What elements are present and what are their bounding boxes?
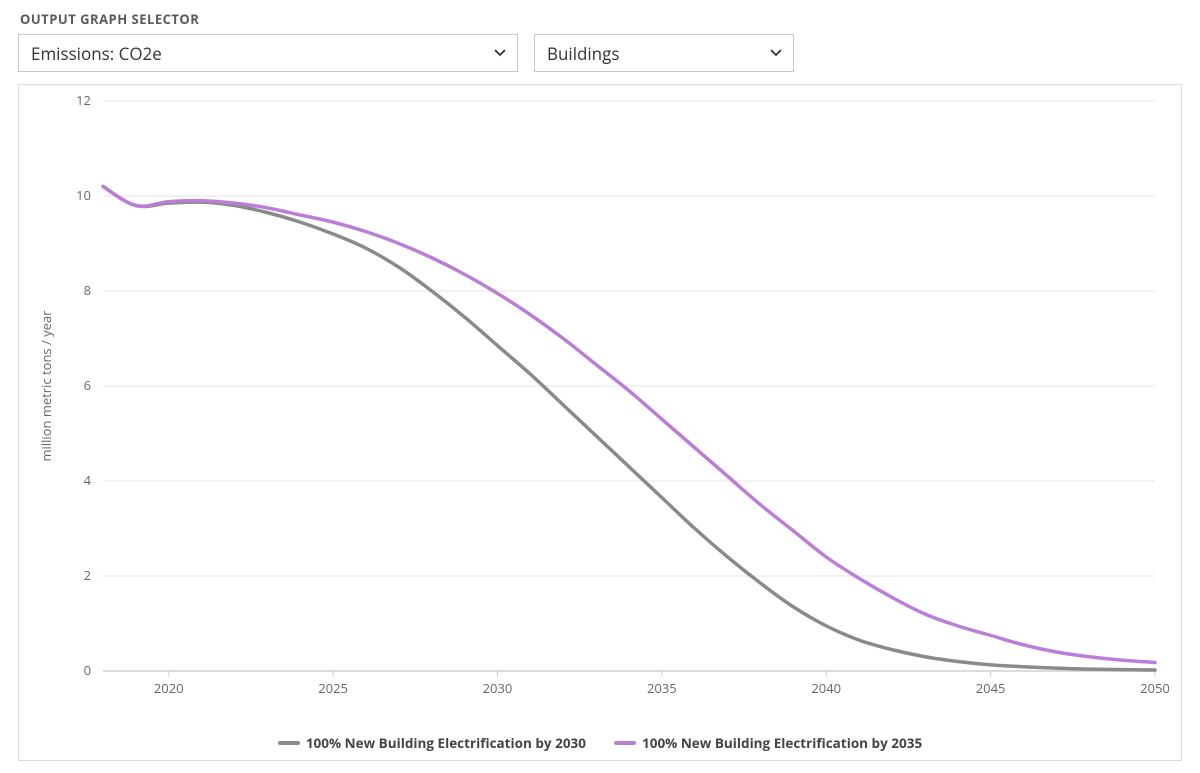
x-tick-label: 2050 [1140, 679, 1169, 697]
series-line-s2035 [103, 187, 1155, 663]
y-axis-label: million metric tons / year [37, 310, 55, 462]
section-title: OUTPUT GRAPH SELECTOR [20, 10, 1182, 28]
selector-row: Emissions: CO2e Buildings [18, 34, 1182, 72]
y-tick-label: 8 [84, 281, 91, 299]
y-tick-label: 2 [84, 566, 91, 584]
x-tick-label: 2035 [647, 679, 677, 697]
chevron-down-icon [769, 42, 783, 65]
legend-label: 100% New Building Electrification by 203… [642, 734, 922, 752]
chart-card: 0 2 4 6 8 10 12 2020 2025 2030 2035 2040 2045 2050 mil… [18, 84, 1182, 761]
legend-label: 100% New Building Electrification by 203… [306, 734, 586, 752]
x-tick-label: 2040 [811, 679, 841, 697]
legend-item-s2030[interactable]: 100% New Building Electrification by 203… [278, 734, 586, 752]
chart-legend: 100% New Building Electrification by 203… [29, 728, 1171, 752]
sector-select-value: Buildings [547, 42, 619, 65]
x-tick-label: 2020 [154, 679, 184, 697]
legend-swatch [614, 741, 636, 745]
legend-swatch [278, 741, 300, 745]
metric-select-value: Emissions: CO2e [31, 42, 162, 65]
metric-select[interactable]: Emissions: CO2e [18, 34, 518, 72]
y-tick-label: 4 [84, 471, 92, 489]
chevron-down-icon [493, 42, 507, 65]
y-tick-label: 6 [84, 376, 91, 394]
y-tick-label: 12 [76, 91, 91, 109]
y-tick-label: 10 [76, 186, 91, 204]
x-tick-label: 2030 [483, 679, 513, 697]
y-tick-label: 0 [84, 661, 91, 679]
emissions-line-chart: 0 2 4 6 8 10 12 2020 2025 2030 2035 2040 2045 2050 mil… [29, 91, 1169, 723]
legend-item-s2035[interactable]: 100% New Building Electrification by 203… [614, 734, 922, 752]
sector-select[interactable]: Buildings [534, 34, 794, 72]
series-line-s2030 [103, 187, 1155, 671]
x-tick-label: 2025 [318, 679, 348, 697]
x-tick-label: 2045 [976, 679, 1006, 697]
page-root: OUTPUT GRAPH SELECTOR Emissions: CO2e Bu… [0, 0, 1200, 773]
